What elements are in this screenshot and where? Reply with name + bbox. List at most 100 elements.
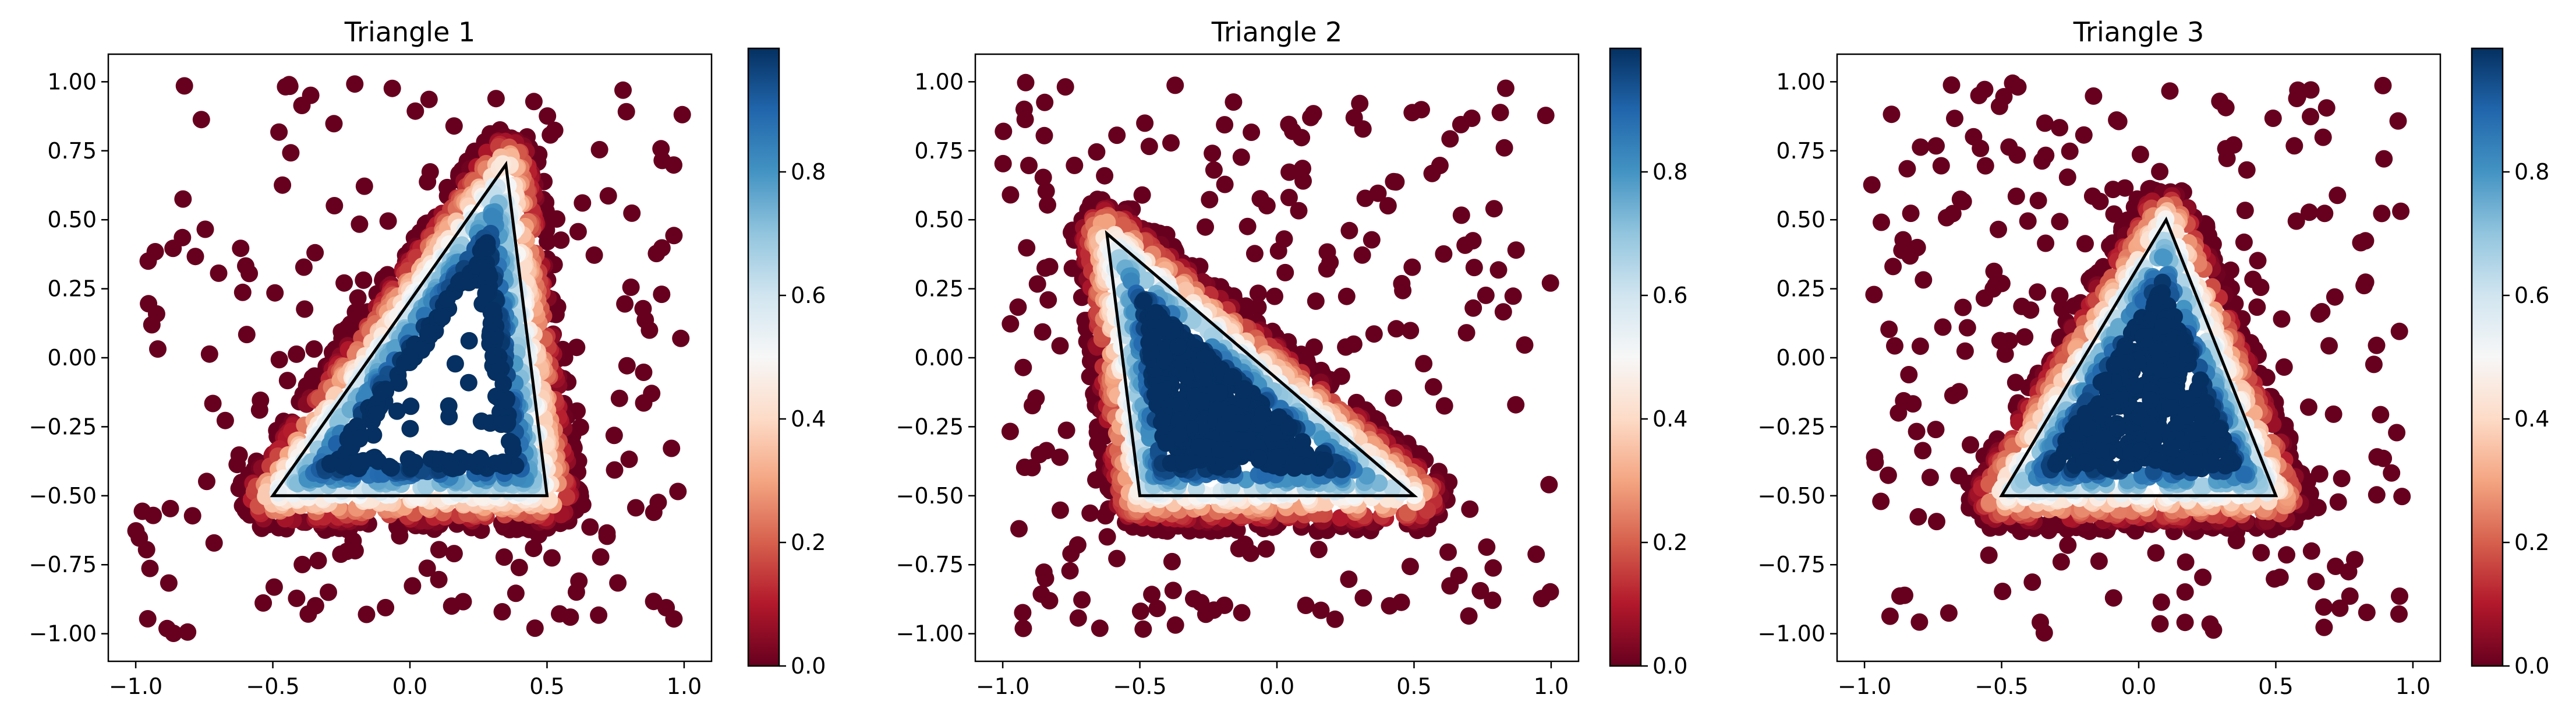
scatter-point [574,194,592,212]
scatter-point [484,301,502,319]
scatter-point [418,559,436,577]
colorbar-tick-label: 0.8 [2514,159,2549,185]
scatter-point [2037,146,2055,164]
triangle-outline [1999,216,2278,498]
triangle-outline [270,160,549,498]
scatter-point [2390,322,2408,340]
scatter-point [1507,396,1525,414]
scatter-point [1297,597,1315,614]
scatter-point [1243,124,1261,141]
scatter-point [1020,157,1038,174]
scatter-point [1156,352,1174,370]
scatter-point [2326,288,2344,306]
scatter-point [2235,233,2253,251]
scatter-point [417,477,435,495]
scatter-point [445,545,463,563]
colorbar-tick-label: 0.4 [1653,406,1687,432]
scatter-point [478,239,496,257]
scatter-point [1958,319,1976,337]
scatter-point [1236,432,1253,450]
scatter-point [1318,243,1336,261]
scatter-point [1904,395,1922,413]
scatter-point [1415,355,1433,373]
scatter-point [2194,568,2212,586]
scatter-point [183,507,201,525]
scatter-point [2147,544,2165,562]
scatter-point [483,207,501,225]
scatter-point [2218,149,2236,167]
scatter-point [627,499,645,517]
scatter-point [2052,553,2070,571]
scatter-point [1900,366,1918,383]
scatter-point [1197,218,1214,236]
scatter-point [1066,156,1084,174]
y-tick-label: 0.00 [47,345,97,371]
scatter-point [2390,605,2408,623]
scatter-point [2314,128,2332,146]
scatter-point [1495,139,1513,157]
scatter-point [133,502,151,520]
scatter-point [1353,246,1371,264]
scatter-point [1166,76,1184,94]
scatter-point [332,545,350,563]
scatter-point [672,329,690,347]
scatter-point [1136,114,1154,132]
scatter-point [2105,205,2123,223]
scatter-point [1036,93,1054,111]
scatter-point [149,340,167,358]
scatter-point [1098,213,1116,231]
scatter-point [2302,81,2320,99]
scatter-point [2211,92,2229,110]
scatter-point [2109,420,2127,438]
scatter-point [282,144,300,162]
scatter-point [1351,94,1369,112]
scatter-point [1533,590,1551,608]
scatter-point [1928,513,1945,531]
scatter-point [1985,262,2003,280]
scatter-point [2048,514,2066,532]
scatter-point [1932,157,1950,175]
scatter-point [2058,168,2076,186]
scatter-point [1356,189,1374,207]
scatter-point [1457,324,1475,342]
scatter-point [1184,311,1202,329]
scatter-point [1242,544,1259,562]
scatter-point [1014,619,1032,637]
scatter-point [1216,116,1234,134]
scatter-point [2356,273,2375,291]
scatter-point [1015,100,1033,118]
scatter-point [404,577,422,595]
x-axis: −1.0 −0.5 0.0 0.5 1.0 [1838,661,2430,699]
scatter-point [1990,97,2008,115]
scatter-point [1169,337,1187,355]
scatter-point [288,345,306,363]
scatter-point [2145,431,2163,449]
scatter-point [288,589,306,607]
scatter-point [616,295,634,313]
scatter-point [2375,150,2393,168]
colorbar-tick-label: 0.2 [1653,530,1687,555]
scatter-point [2016,328,2034,346]
scatter-point [1002,315,1020,333]
scatter-point [1927,137,1945,155]
scatter-point [210,264,228,282]
scatter-point [1927,421,1945,439]
scatter-point [1318,260,1336,278]
x-tick-label: 1.0 [667,674,702,699]
scatter-point [598,524,616,542]
scatter-point [2154,317,2172,335]
scatter-point [1211,383,1229,401]
scatter-point [1235,381,1252,399]
scatter-point [539,107,557,125]
scatter-point [1879,466,1897,484]
scatter-point [1873,213,1890,231]
scatter-point [2075,126,2093,144]
y-tick-label: 1.00 [1776,69,1825,94]
y-tick-label: −0.50 [896,483,964,509]
y-tick-label: 0.25 [914,276,964,302]
scatter-point [1485,200,1503,218]
scatter-point [653,239,671,257]
scatter-point [379,212,397,230]
x-tick-label: −1.0 [1838,674,1891,699]
scatter-point [1175,453,1193,471]
